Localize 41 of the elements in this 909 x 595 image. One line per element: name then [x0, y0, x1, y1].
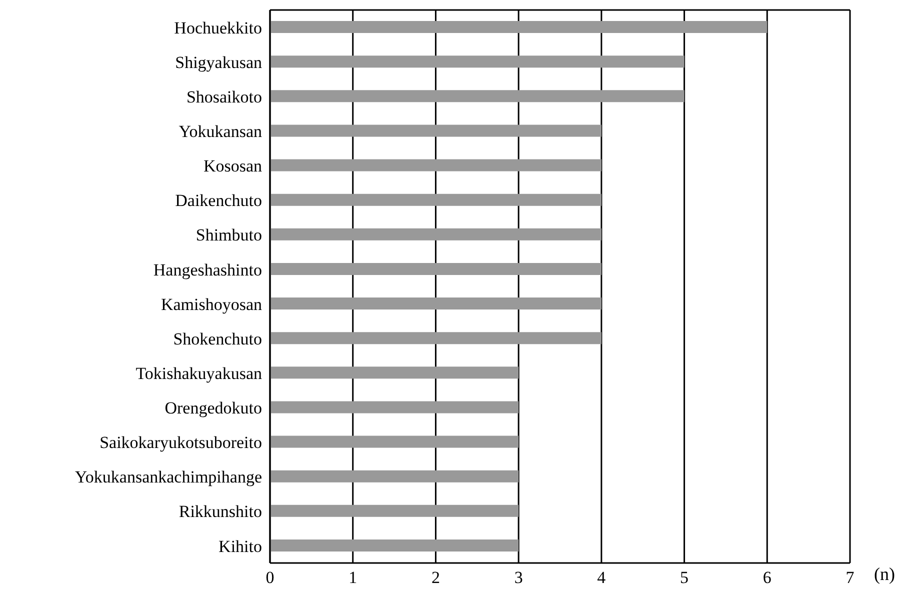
- bar: [270, 90, 684, 102]
- bar: [270, 159, 602, 172]
- bar: [270, 366, 519, 379]
- x-tick-label: 0: [266, 568, 274, 588]
- y-tick-label: Kihito: [218, 536, 262, 556]
- y-tick-label: Shigyakusan: [175, 52, 262, 72]
- y-tick-label: Hochuekkito: [174, 18, 262, 38]
- bar: [270, 194, 602, 206]
- x-tick-label: 4: [597, 568, 606, 588]
- x-tick-label: 7: [846, 568, 855, 588]
- bar: [270, 298, 602, 310]
- x-tick-label: 1: [348, 568, 358, 588]
- y-tick-label: Hangeshashinto: [153, 260, 262, 280]
- bar: [270, 228, 602, 240]
- bar: [270, 401, 519, 414]
- y-tick-label: Rikkunshito: [178, 502, 262, 522]
- bar: [270, 262, 602, 275]
- y-tick-label: Orengedokuto: [164, 398, 262, 418]
- y-tick-label: Yokukansankachimpihange: [74, 468, 262, 487]
- bar: [270, 504, 519, 517]
- y-tick-label: Daikenchuto: [175, 191, 262, 210]
- bar: [270, 539, 519, 552]
- y-tick-label: Yokukansan: [178, 122, 262, 142]
- x-tick-label: 6: [762, 568, 772, 588]
- bar: [270, 332, 602, 344]
- y-tick-label: Tokishakuyakusan: [136, 364, 262, 383]
- bar: [270, 436, 519, 448]
- y-tick-label: Kososan: [203, 156, 262, 176]
- y-tick-label: Kamishoyosan: [160, 294, 262, 314]
- y-tick-label: Shokenchuto: [173, 329, 262, 348]
- y-tick-label: Shimbuto: [196, 226, 262, 245]
- y-tick-label: Saikokaryukotsuboreito: [100, 433, 262, 452]
- x-axis-title: (n): [874, 564, 895, 584]
- bar: [270, 470, 519, 482]
- bar: [270, 124, 602, 137]
- x-tick-label: 5: [680, 568, 689, 588]
- y-tick-label: Shosaikoto: [186, 87, 262, 106]
- x-tick-label: 2: [431, 568, 440, 588]
- x-tick-label: 3: [514, 568, 523, 588]
- bar: [270, 56, 684, 68]
- bar: [270, 21, 768, 33]
